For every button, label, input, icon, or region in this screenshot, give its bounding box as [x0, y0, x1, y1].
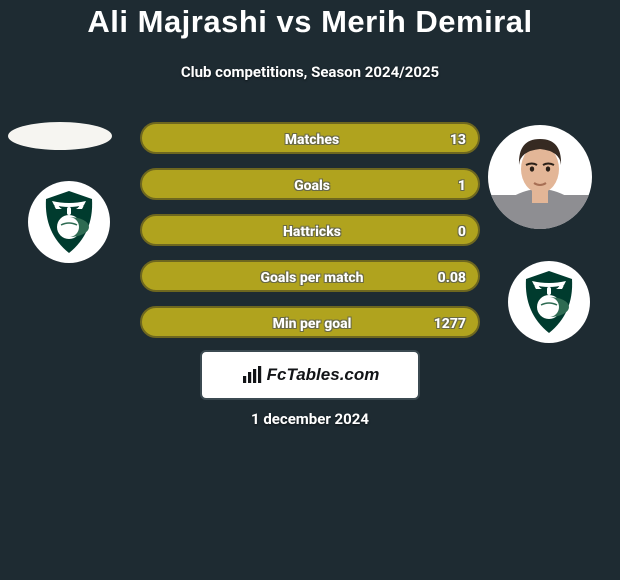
comparison-card: Ali Majrashi vs Merih Demiral Club compe…: [0, 0, 620, 580]
subtitle: Club competitions, Season 2024/2025: [0, 63, 620, 81]
stat-label: Min per goal: [142, 308, 482, 340]
club-left-crest-svg: [28, 181, 110, 263]
club-right-crest-svg: [508, 261, 590, 343]
footer-brand-text: FcTables.com: [267, 365, 380, 385]
stat-right-value: 0.08: [438, 262, 466, 294]
bars-icon: [241, 364, 263, 386]
page-title: Ali Majrashi vs Merih Demiral: [0, 4, 620, 40]
stat-bar: Goals1: [140, 168, 480, 200]
stat-right-value: 1277: [434, 308, 466, 340]
stat-label: Goals: [142, 170, 482, 202]
date: 1 december 2024: [0, 410, 620, 428]
stat-right-value: 13: [450, 124, 466, 156]
stat-label: Goals per match: [142, 262, 482, 294]
stat-right-value: 0: [458, 216, 466, 248]
club-right-crest: [508, 261, 590, 343]
stat-label: Matches: [142, 124, 482, 156]
stat-bar: Hattricks0: [140, 214, 480, 246]
stat-label: Hattricks: [142, 216, 482, 248]
stat-bar: Matches13: [140, 122, 480, 154]
club-left-crest: [28, 181, 110, 263]
stat-bar: Goals per match0.08: [140, 260, 480, 292]
stat-bar: Min per goal1277: [140, 306, 480, 338]
player-right-photo-svg: [488, 125, 592, 229]
footer-brand-chip: FcTables.com: [200, 350, 420, 400]
player-left-photo-placeholder: [8, 122, 112, 150]
player-right-photo: [488, 125, 592, 229]
stat-right-value: 1: [458, 170, 466, 202]
